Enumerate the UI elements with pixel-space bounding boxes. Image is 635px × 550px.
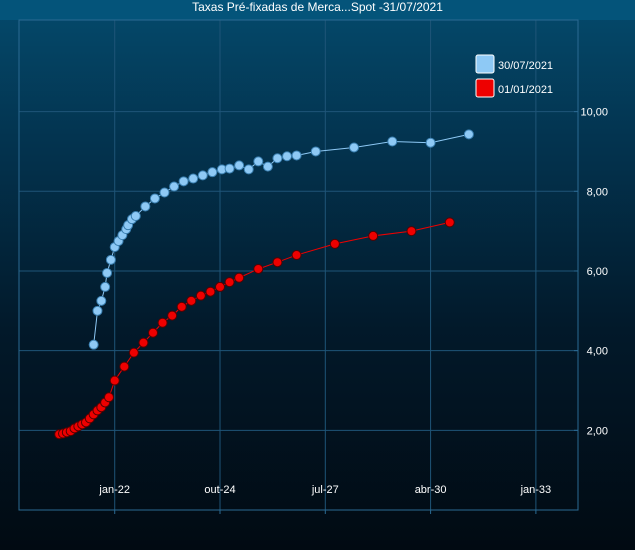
series-0-point-29[interactable] bbox=[291, 150, 302, 161]
series-0-point-22[interactable] bbox=[224, 163, 235, 174]
series-0 bbox=[88, 129, 474, 350]
series-0-point-13[interactable] bbox=[140, 201, 151, 212]
series-1-point-34[interactable] bbox=[444, 217, 455, 228]
y-tick-label-4: 10,00 bbox=[580, 107, 608, 119]
series-0-point-20[interactable] bbox=[207, 167, 218, 178]
series-0-point-31[interactable] bbox=[349, 142, 360, 153]
series-1-point-14[interactable] bbox=[109, 375, 120, 386]
chart-title: Taxas Pré-fixadas de Merca...Spot -31/07… bbox=[0, 0, 635, 20]
legend-swatch-0 bbox=[475, 54, 495, 74]
series-1-point-26[interactable] bbox=[224, 277, 235, 288]
plot-frame bbox=[18, 19, 579, 511]
legend-swatch-1 bbox=[475, 78, 495, 98]
axis-ticks: jan-22 out-24 jul-27 abr-30 jan-33 2,00 4,00 6,… bbox=[98, 107, 608, 514]
x-tick-label-3: abr-30 bbox=[415, 484, 447, 496]
x-tick-label-1: out-24 bbox=[204, 484, 235, 496]
series-0-point-4[interactable] bbox=[102, 267, 113, 278]
series-1-point-32[interactable] bbox=[368, 230, 379, 241]
series-1-point-16[interactable] bbox=[128, 347, 139, 358]
series-0-point-33[interactable] bbox=[425, 137, 436, 148]
series-0-point-0[interactable] bbox=[88, 339, 99, 350]
series-layer bbox=[54, 129, 474, 440]
y-tick-label-3: 8,00 bbox=[587, 186, 608, 198]
series-1-point-20[interactable] bbox=[167, 310, 178, 321]
series-0-point-28[interactable] bbox=[282, 151, 293, 162]
series-1-point-17[interactable] bbox=[138, 337, 149, 348]
y-tick-label-1: 4,00 bbox=[587, 346, 608, 358]
series-0-point-1[interactable] bbox=[92, 305, 103, 316]
series-0-point-5[interactable] bbox=[105, 254, 116, 265]
series-1-point-30[interactable] bbox=[291, 250, 302, 261]
y-tick-label-2: 6,00 bbox=[587, 266, 608, 278]
legend: 30/07/2021 01/01/2021 bbox=[475, 54, 553, 98]
series-0-point-34[interactable] bbox=[463, 129, 474, 140]
series-1-point-19[interactable] bbox=[157, 317, 168, 328]
series-1-point-23[interactable] bbox=[195, 290, 206, 301]
series-0-point-17[interactable] bbox=[178, 176, 189, 187]
series-line-0 bbox=[93, 133, 469, 345]
series-1-point-13[interactable] bbox=[103, 392, 114, 403]
series-1-point-33[interactable] bbox=[406, 226, 417, 237]
y-tick-label-0: 2,00 bbox=[587, 425, 608, 437]
grid-lines bbox=[19, 20, 578, 510]
series-0-point-16[interactable] bbox=[169, 181, 180, 192]
x-tick-label-4: jan-33 bbox=[520, 484, 552, 496]
series-1-point-24[interactable] bbox=[205, 286, 216, 297]
series-line-1 bbox=[59, 221, 450, 435]
series-0-point-27[interactable] bbox=[272, 153, 283, 164]
series-1-point-31[interactable] bbox=[329, 238, 340, 249]
series-0-point-24[interactable] bbox=[243, 164, 254, 175]
series-1-point-18[interactable] bbox=[148, 327, 159, 338]
series-0-point-2[interactable] bbox=[96, 295, 107, 306]
series-0-point-18[interactable] bbox=[188, 173, 199, 184]
x-tick-label-2: jul-27 bbox=[311, 484, 339, 496]
series-0-point-12[interactable] bbox=[130, 211, 141, 221]
series-1-point-21[interactable] bbox=[176, 301, 187, 312]
legend-label-1: 01/01/2021 bbox=[498, 84, 553, 96]
series-0-point-23[interactable] bbox=[234, 160, 245, 171]
series-1-point-22[interactable] bbox=[186, 295, 197, 306]
x-tick-label-0: jan-22 bbox=[98, 484, 130, 496]
series-1 bbox=[54, 217, 455, 440]
series-0-point-30[interactable] bbox=[310, 146, 321, 157]
series-0-point-26[interactable] bbox=[262, 161, 273, 172]
series-1-point-25[interactable] bbox=[215, 281, 226, 292]
series-0-point-19[interactable] bbox=[197, 170, 208, 181]
series-1-point-27[interactable] bbox=[234, 272, 245, 283]
series-1-point-29[interactable] bbox=[272, 257, 283, 268]
series-1-point-15[interactable] bbox=[119, 361, 130, 372]
series-1-point-28[interactable] bbox=[253, 263, 264, 274]
series-0-point-25[interactable] bbox=[253, 156, 264, 167]
series-0-point-32[interactable] bbox=[387, 136, 398, 147]
series-0-point-14[interactable] bbox=[149, 193, 160, 204]
series-0-point-3[interactable] bbox=[100, 281, 111, 292]
series-0-point-15[interactable] bbox=[159, 187, 170, 198]
legend-label-0: 30/07/2021 bbox=[498, 60, 553, 72]
